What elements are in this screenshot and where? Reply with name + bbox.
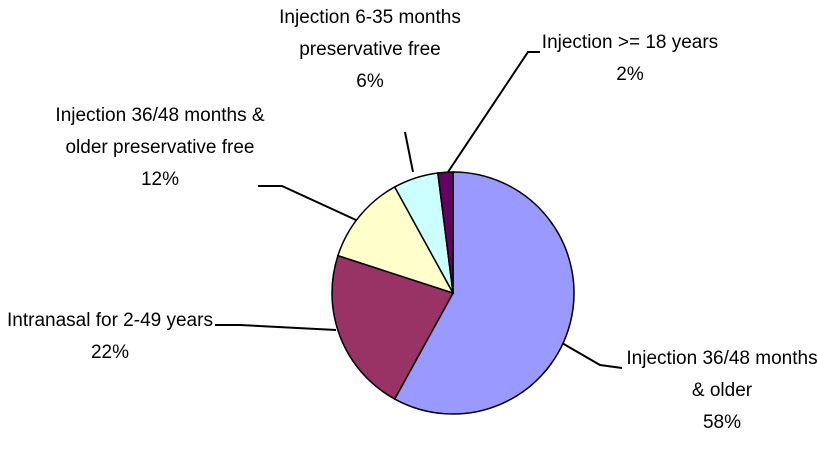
pie-slice <box>331 254 455 401</box>
leader-line <box>404 131 414 173</box>
leader-line <box>258 185 357 221</box>
slice-label: Injection 36/48 months & older preservat… <box>55 100 265 196</box>
pie-slice <box>436 171 454 294</box>
slice-value: 6% <box>356 71 384 92</box>
leader-line <box>215 324 337 331</box>
slice-label: Injection 6-35 months preservative free 6… <box>270 2 470 98</box>
slice-name: Intranasal for 2-49 years <box>7 310 213 331</box>
leader-line <box>447 51 540 173</box>
leader-lines <box>215 51 623 369</box>
slice-name: Injection 36/48 months & older <box>626 348 817 401</box>
pie-slice <box>336 185 455 295</box>
slice-value: 58% <box>702 412 742 433</box>
slice-name: Injection 6-35 months preservative free <box>279 7 461 60</box>
leader-line <box>561 342 623 369</box>
slice-label: Intranasal for 2-49 years 22% <box>5 305 215 369</box>
slice-name: Injection >= 18 years <box>541 32 719 53</box>
slice-value: 12% <box>140 169 180 190</box>
slice-label: Injection >= 18 years 2% <box>535 27 725 91</box>
slice-label: Injection 36/48 months & older 58% <box>622 343 817 439</box>
slice-value: 22% <box>90 342 130 363</box>
slice-name: Injection 36/48 months & older preservat… <box>55 105 265 158</box>
pie-slice <box>393 171 575 415</box>
slice-value: 2% <box>616 64 644 85</box>
